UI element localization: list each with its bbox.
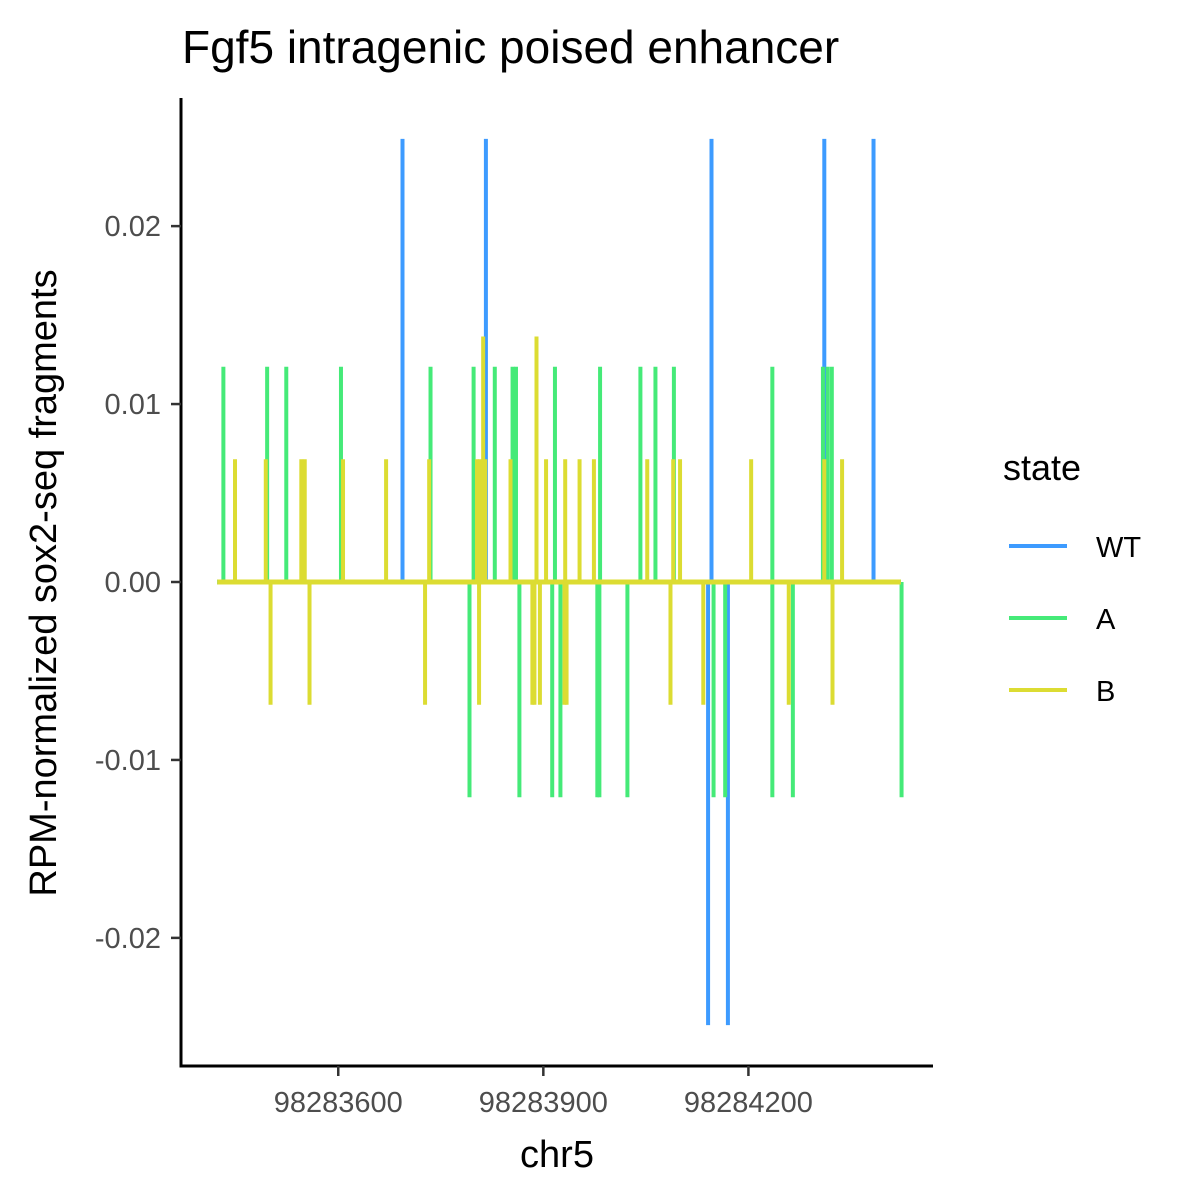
- series-b: [233, 336, 845, 705]
- y-axis-ticks: 0.02 0.01 0.00 -0.01 -0.02: [95, 211, 181, 955]
- chart-title: Fgf5 intragenic poised enhancer: [182, 21, 839, 73]
- legend-title: state: [1003, 447, 1081, 488]
- x-tick-label: 98283600: [274, 1087, 403, 1119]
- x-tick-label: 98284200: [684, 1087, 813, 1119]
- legend-label-b: B: [1096, 676, 1115, 708]
- y-tick-label: -0.02: [95, 923, 161, 955]
- legend: state WT A B: [1003, 447, 1141, 708]
- x-axis-ticks: 98283600 98283900 98284200: [274, 1066, 813, 1119]
- y-tick-label: 0.02: [105, 211, 161, 243]
- legend-label-a: A: [1096, 604, 1116, 636]
- plot-area: [217, 138, 904, 1026]
- y-tick-label: -0.01: [95, 745, 161, 777]
- x-axis-title: chr5: [520, 1134, 594, 1176]
- y-tick-label: 0.00: [105, 567, 161, 599]
- x-tick-label: 98283900: [479, 1087, 608, 1119]
- legend-label-wt: WT: [1096, 532, 1141, 564]
- y-axis-title: RPM-normalized sox2-seq fragments: [23, 269, 65, 896]
- y-tick-label: 0.01: [105, 389, 161, 421]
